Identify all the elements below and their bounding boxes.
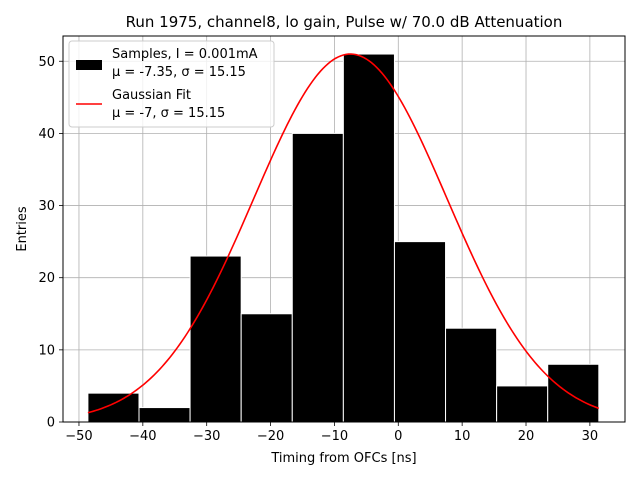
histogram-bar bbox=[240, 313, 293, 423]
y-tick-label: 30 bbox=[38, 199, 55, 214]
chart-title: Run 1975, channel8, lo gain, Pulse w/ 70… bbox=[126, 13, 563, 31]
legend-fit-label: Gaussian Fit bbox=[112, 88, 191, 103]
x-tick-label: 20 bbox=[518, 429, 535, 444]
legend-box bbox=[68, 40, 275, 128]
y-axis-ticks: 0 10 20 30 40 50 bbox=[38, 55, 63, 431]
histogram-bar bbox=[291, 132, 344, 423]
y-tick-label: 10 bbox=[38, 343, 55, 358]
y-tick-label: 40 bbox=[38, 127, 55, 142]
histogram-bar bbox=[547, 363, 600, 423]
x-axis-label: Timing from OFCs [ns] bbox=[270, 451, 416, 466]
histogram-bars bbox=[87, 53, 600, 423]
y-tick-label: 20 bbox=[38, 271, 55, 286]
x-tick-label: −10 bbox=[321, 429, 348, 444]
histogram-bar bbox=[87, 392, 140, 423]
x-tick-label: 10 bbox=[454, 429, 471, 444]
legend-samples-swatch bbox=[76, 60, 102, 70]
x-tick-label: −30 bbox=[193, 429, 220, 444]
x-tick-label: −20 bbox=[257, 429, 284, 444]
histogram-bar bbox=[138, 407, 191, 423]
y-axis-label: Entries bbox=[15, 206, 30, 252]
histogram-bar bbox=[445, 327, 498, 423]
legend-fit-stats: μ = -7, σ = 15.15 bbox=[112, 106, 225, 121]
gaussian-fit bbox=[87, 53, 600, 414]
x-tick-label: 30 bbox=[582, 429, 599, 444]
y-tick-label: 50 bbox=[38, 55, 55, 70]
x-axis-ticks: −50 −40 −30 −20 −10 0 10 20 30 bbox=[65, 422, 598, 444]
x-tick-label: −40 bbox=[129, 429, 156, 444]
legend-samples-stats: μ = -7.35, σ = 15.15 bbox=[112, 65, 246, 80]
histogram-bar bbox=[342, 53, 395, 423]
gaussian-fit-curve bbox=[87, 53, 600, 414]
x-tick-label: −50 bbox=[65, 429, 92, 444]
plot-frame bbox=[62, 35, 626, 423]
legend-samples-label: Samples, I = 0.001mA bbox=[112, 47, 258, 62]
y-tick-label: 0 bbox=[47, 416, 55, 431]
x-tick-label: 0 bbox=[394, 429, 402, 444]
legend: Samples, I = 0.001mA μ = -7.35, σ = 15.1… bbox=[68, 40, 275, 128]
histogram-bar bbox=[393, 241, 447, 423]
histogram-bar bbox=[496, 385, 549, 423]
